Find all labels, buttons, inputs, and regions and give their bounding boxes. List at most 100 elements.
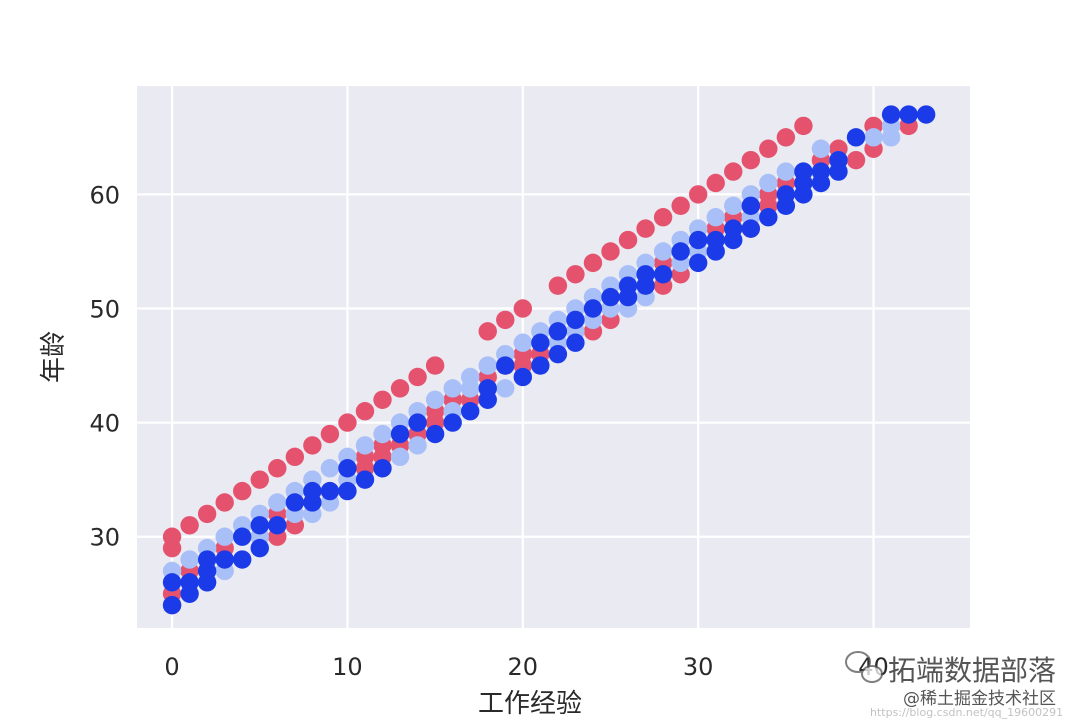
scatter-point: [461, 402, 480, 421]
scatter-point: [548, 322, 568, 341]
scatter-point: [671, 242, 690, 261]
scatter-point: [408, 413, 427, 432]
scatter-point: [162, 595, 182, 615]
scatter-point: [566, 333, 585, 352]
scatter-point: [706, 173, 725, 193]
scatter-point: [653, 242, 673, 261]
scatter-point: [338, 459, 357, 478]
x-tick-label: 20: [508, 653, 539, 681]
scatter-point: [496, 356, 515, 375]
y-tick-label: 40: [89, 410, 120, 438]
y-axis-label: 年龄: [39, 331, 69, 383]
scatter-point: [303, 436, 322, 455]
scatter-point: [408, 436, 427, 455]
scatter-point: [864, 128, 883, 147]
scatter-point: [215, 527, 234, 546]
scatter-point: [531, 356, 550, 375]
scatter-point: [320, 459, 340, 478]
data-points: [162, 105, 936, 615]
y-tick-label: 30: [89, 524, 120, 552]
scatter-point: [566, 310, 585, 330]
scatter-point: [881, 128, 901, 147]
scatter-point: [425, 356, 445, 375]
scatter-point: [355, 402, 375, 421]
scatter-point: [811, 173, 831, 193]
scatter-point: [215, 550, 234, 569]
scatter-point: [373, 390, 392, 409]
scatter-point: [425, 390, 445, 409]
scatter-point: [548, 276, 568, 295]
scatter-point: [548, 344, 568, 364]
scatter-point: [162, 573, 182, 592]
scatter-point: [250, 538, 269, 558]
scatter-point: [320, 424, 340, 444]
y-tick-label: 60: [89, 181, 120, 209]
scatter-point: [320, 481, 340, 501]
scatter-point: [688, 185, 708, 204]
scatter-point: [233, 481, 252, 501]
scatter-series: [162, 105, 936, 615]
scatter-point: [671, 196, 690, 216]
scatter-point: [759, 208, 778, 227]
scatter-point: [688, 253, 708, 273]
scatter-point: [478, 322, 497, 341]
scatter-point: [390, 447, 410, 467]
scatter-point: [461, 379, 480, 398]
x-tick-label: 0: [164, 653, 179, 681]
y-tick-label: 50: [89, 296, 120, 324]
scatter-point: [338, 481, 357, 501]
scatter-point: [706, 242, 725, 261]
scatter-point: [268, 493, 287, 512]
scatter-point: [636, 219, 655, 238]
scatter-point: [233, 527, 252, 546]
x-axis-label: 工作经验: [478, 689, 582, 719]
x-tick-label: 10: [332, 653, 363, 681]
scatter-point: [759, 173, 778, 193]
scatter-point: [916, 105, 936, 124]
scatter-point: [443, 379, 462, 398]
scatter-point: [268, 516, 287, 535]
scatter-point: [250, 470, 269, 489]
scatter-point: [794, 116, 813, 136]
scatter-point: [653, 265, 673, 284]
scatter-point: [180, 584, 199, 603]
scatter-point: [776, 162, 796, 181]
y-axis-ticks: 30 40 50 60: [89, 181, 120, 551]
scatter-point: [285, 493, 305, 512]
scatter-point: [618, 287, 638, 307]
scatter-point: [881, 105, 901, 124]
watermark-sub: @稀土掘金技术社区: [903, 689, 1056, 709]
scatter-point: [724, 162, 743, 181]
scatter-point: [846, 128, 866, 147]
scatter-point: [197, 504, 217, 524]
scatter-point: [688, 230, 708, 250]
scatter-point: [496, 310, 515, 330]
scatter-point: [846, 150, 866, 170]
scatter-point: [741, 196, 760, 216]
scatter-point: [513, 367, 533, 387]
scatter-point: [741, 150, 760, 170]
scatter-point: [583, 253, 603, 273]
scatter-point: [776, 196, 796, 216]
scatter-point: [794, 185, 813, 204]
scatter-point: [531, 333, 550, 352]
scatter-point: [390, 424, 410, 444]
scatter-point: [355, 470, 375, 489]
scatter-point: [618, 230, 638, 250]
scatter-point: [303, 493, 322, 512]
scatter-point: [811, 139, 831, 158]
scatter-point: [496, 379, 515, 398]
watermark-main: 拓端数据部落: [888, 654, 1056, 687]
scatter-point: [776, 128, 796, 147]
scatter-point: [180, 550, 199, 569]
scatter-point: [636, 276, 655, 295]
scatter-point: [338, 413, 357, 432]
scatter-point: [425, 424, 445, 444]
scatter-point: [478, 390, 497, 409]
scatter-point: [250, 516, 269, 535]
scatter-point: [724, 196, 743, 216]
scatter-point: [285, 447, 305, 467]
scatter-point: [653, 208, 673, 227]
watermark-url: https://blog.csdn.net/qq_19600291: [870, 706, 1063, 719]
